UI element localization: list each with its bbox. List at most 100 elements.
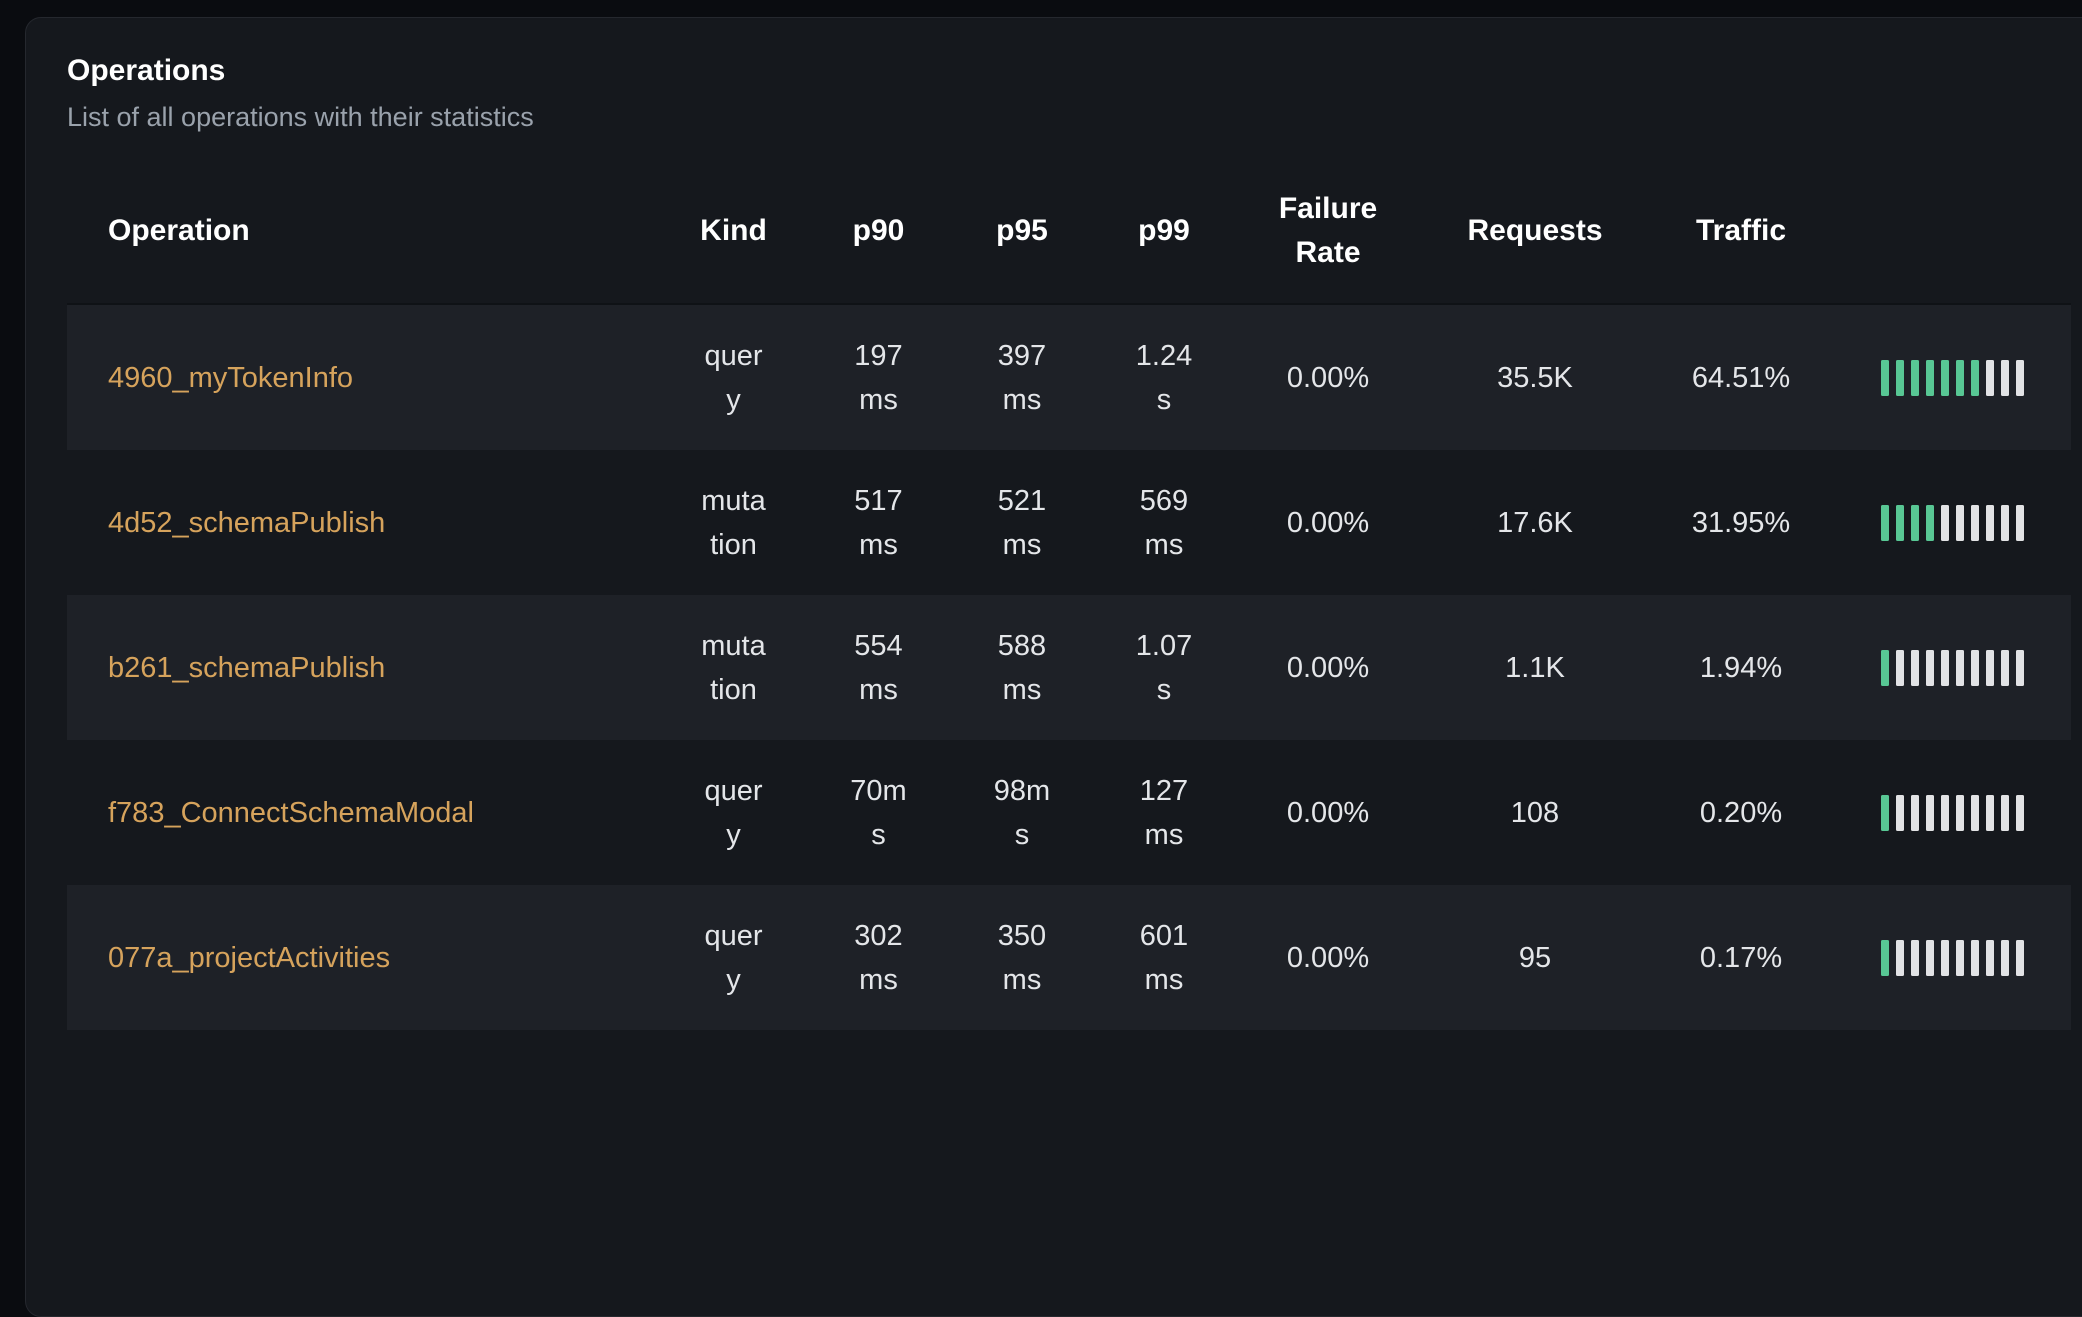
traffic-bar-empty <box>2015 649 2024 686</box>
kind-cell: query <box>704 774 763 851</box>
operation-cell: b261_schemaPublish <box>67 646 661 690</box>
requests-cell: 1.1K <box>1505 651 1565 684</box>
p95-cell: 521ms <box>997 484 1047 561</box>
traffic-bars-cell <box>1833 504 2071 541</box>
requests-cell: 17.6K <box>1497 506 1573 539</box>
traffic-bar-filled <box>1880 794 1889 831</box>
traffic-cell: 0.17% <box>1699 941 1783 974</box>
traffic-bar-empty <box>1895 939 1904 976</box>
p99-cell: 1.07s <box>1135 629 1193 706</box>
p95-cell: 98ms <box>993 774 1051 851</box>
traffic-bar-empty <box>1940 794 1949 831</box>
operation-cell: 4d52_schemaPublish <box>67 501 661 545</box>
col-header-failure-rate: Failure Rate <box>1235 187 1421 275</box>
p90-cell: 70ms <box>850 774 907 851</box>
traffic-bars-cell <box>1833 359 2071 396</box>
traffic-bar-empty <box>1925 939 1934 976</box>
traffic-bar-filled <box>1880 359 1889 396</box>
failure-rate-label: Failure Rate <box>1278 192 1378 269</box>
table-header-row: Operation Kind p90 p95 p99 Failure Rate … <box>67 159 2071 305</box>
traffic-cell: 31.95% <box>1691 506 1791 539</box>
traffic-bars <box>1880 794 2024 831</box>
p95-cell: 588ms <box>997 629 1047 706</box>
traffic-bar-empty <box>2015 504 2024 541</box>
col-header-p99: p99 <box>1138 214 1190 247</box>
requests-cell: 108 <box>1510 796 1560 829</box>
traffic-bar-filled <box>1910 359 1919 396</box>
p95-cell: 350ms <box>997 919 1047 996</box>
traffic-bar-filled <box>1880 649 1889 686</box>
operation-link[interactable]: f783_ConnectSchemaModal <box>108 796 474 829</box>
traffic-bar-empty <box>1925 649 1934 686</box>
traffic-bar-empty <box>1955 794 1964 831</box>
traffic-bar-empty <box>1985 649 1994 686</box>
col-header-traffic: Traffic <box>1695 214 1787 247</box>
traffic-bars <box>1880 939 2024 976</box>
traffic-bar-empty <box>1970 939 1979 976</box>
operations-table: Operation Kind p90 p95 p99 Failure Rate … <box>67 159 2071 1030</box>
kind-cell: mutation <box>701 629 766 706</box>
traffic-bar-filled <box>1940 359 1949 396</box>
traffic-bar-empty <box>1985 939 1994 976</box>
traffic-bars <box>1880 504 2024 541</box>
operation-link[interactable]: 4960_myTokenInfo <box>108 361 354 394</box>
operation-link[interactable]: 4d52_schemaPublish <box>108 506 386 539</box>
col-header-p90: p90 <box>852 214 905 247</box>
traffic-bar-empty <box>2000 649 2009 686</box>
traffic-bars <box>1880 649 2024 686</box>
traffic-bar-filled <box>1880 504 1889 541</box>
traffic-bars-cell <box>1833 939 2071 976</box>
operation-cell: 4960_myTokenInfo <box>67 356 661 400</box>
operations-card: Operations List of all operations with t… <box>25 17 2082 1317</box>
p95-cell: 397ms <box>997 339 1047 416</box>
traffic-bar-filled <box>1910 504 1919 541</box>
traffic-bar-empty <box>1955 504 1964 541</box>
traffic-bar-empty <box>1940 504 1949 541</box>
failure-rate-cell: 0.00% <box>1286 506 1370 539</box>
requests-cell: 95 <box>1518 941 1552 974</box>
p99-cell: 569ms <box>1139 484 1189 561</box>
p99-cell: 601ms <box>1139 919 1189 996</box>
col-header-requests: Requests <box>1467 214 1603 247</box>
traffic-bar-empty <box>2015 359 2024 396</box>
traffic-bars <box>1880 359 2024 396</box>
traffic-bar-filled <box>1925 359 1934 396</box>
p90-cell: 554ms <box>854 629 903 706</box>
table-row[interactable]: 4d52_schemaPublish mutation 517ms 521ms … <box>67 450 2071 595</box>
traffic-bar-empty <box>2000 504 2009 541</box>
failure-rate-cell: 0.00% <box>1286 941 1370 974</box>
col-header-p95: p95 <box>996 214 1048 247</box>
traffic-bar-empty <box>1895 794 1904 831</box>
requests-cell: 35.5K <box>1497 361 1573 394</box>
traffic-bar-empty <box>1955 649 1964 686</box>
operation-link[interactable]: b261_schemaPublish <box>108 651 386 684</box>
traffic-bar-empty <box>2000 939 2009 976</box>
traffic-bar-empty <box>2015 939 2024 976</box>
table-row[interactable]: f783_ConnectSchemaModal query 70ms 98ms … <box>67 740 2071 885</box>
traffic-bar-empty <box>1985 794 1994 831</box>
traffic-cell: 64.51% <box>1691 361 1791 394</box>
table-row[interactable]: 4960_myTokenInfo query 197ms 397ms 1.24s… <box>67 305 2071 450</box>
table-row[interactable]: 077a_projectActivities query 302ms 350ms… <box>67 885 2071 1030</box>
p99-cell: 127ms <box>1139 774 1189 851</box>
traffic-bar-empty <box>1985 504 1994 541</box>
traffic-bar-filled <box>1925 504 1934 541</box>
table-row[interactable]: b261_schemaPublish mutation 554ms 588ms … <box>67 595 2071 740</box>
traffic-cell: 1.94% <box>1699 651 1783 684</box>
kind-cell: mutation <box>701 484 766 561</box>
p90-cell: 302ms <box>854 919 903 996</box>
traffic-bars-cell <box>1833 794 2071 831</box>
p90-cell: 197ms <box>854 339 903 416</box>
traffic-bar-empty <box>1910 939 1919 976</box>
traffic-bar-empty <box>1940 939 1949 976</box>
traffic-bar-empty <box>1955 939 1964 976</box>
traffic-bar-empty <box>1970 504 1979 541</box>
traffic-bar-empty <box>1910 649 1919 686</box>
traffic-bars-cell <box>1833 649 2071 686</box>
operation-link[interactable]: 077a_projectActivities <box>108 941 391 974</box>
col-header-operation: Operation <box>108 214 250 247</box>
failure-rate-cell: 0.00% <box>1286 361 1370 394</box>
operation-cell: f783_ConnectSchemaModal <box>67 791 661 835</box>
traffic-bar-filled <box>1895 359 1904 396</box>
card-title: Operations <box>67 54 226 87</box>
